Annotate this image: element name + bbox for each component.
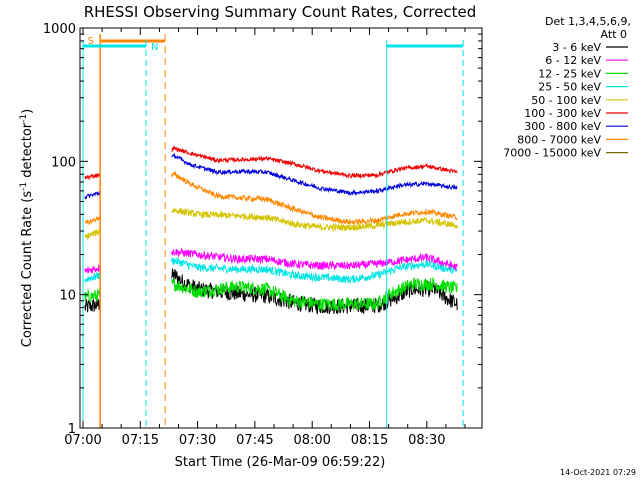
series-line-4 [84,271,101,283]
night-label: N [151,42,158,53]
legend-label: 7000 - 15000 keV [503,147,601,160]
legend-label: 800 - 7000 keV [517,133,601,146]
legend-label: 50 - 100 keV [531,94,601,107]
svg-text:Corrected Count Rate (s-1 dete: Corrected Count Rate (s-1 detector-1) [19,109,35,347]
y-axis-label-main: Corrected Count Rate (s [20,191,35,348]
legend-label: 100 - 300 keV [524,107,601,120]
legend-label: 12 - 25 keV [538,67,601,80]
legend-header-line1: Det 1,3,4,5,6,9, [545,15,631,28]
series-line-8 [171,170,458,226]
series-line-1 [171,268,458,315]
x-tick-label: 07:15 [122,433,159,448]
series-line-2 [84,264,101,274]
chart-title: RHESSI Observing Summary Count Rates, Co… [84,3,477,21]
saa-label: S [88,36,94,47]
plot-frame [79,27,483,429]
x-tick-label: 07:00 [64,433,101,448]
y-tick-label: 10 [59,289,76,304]
y-tick-label: 1 [68,422,76,437]
y-axis-label-mid: detector [20,122,35,182]
y-axis-label-sup1: -1 [19,182,29,191]
marker-layer: SN [82,34,464,428]
y-axis-label-end: ) [20,109,35,114]
x-axis-label: Start Time (26-Mar-09 06:59:22) [175,455,386,470]
series-line-5 [84,228,101,240]
legend-label: 25 - 50 keV [538,81,601,94]
series-line-2 [171,247,458,271]
series-line-5 [171,207,458,232]
series-line-4 [171,257,458,285]
series-line-6 [171,145,458,180]
series-line-7 [84,190,101,200]
series-line-1 [84,296,101,313]
legend-label: 6 - 12 keV [545,54,601,67]
x-tick-label: 07:45 [236,433,273,448]
series-line-6 [84,172,101,181]
plot-area [80,28,482,428]
series-line-8 [84,215,101,225]
y-tick-label: 100 [51,155,76,170]
footer-timestamp: 14-Oct-2021 07:29 [560,468,636,477]
x-tick-label: 08:15 [351,433,388,448]
series-line-7 [171,152,458,197]
legend-header-line2: Att 0 [601,28,627,41]
legend-label: 300 - 800 keV [524,120,601,133]
series-line-3 [171,276,458,312]
y-axis-label-sup2: -1 [19,114,29,123]
legend-label: 3 - 6 keV [552,41,601,54]
data-layer [84,145,458,315]
x-tick-label: 08:00 [293,433,330,448]
y-axis-label: Corrected Count Rate (s-1 detector-1) [19,109,35,347]
x-tick-label: 07:30 [179,433,216,448]
axis-layer: 07:00 07:15 07:30 07:45 08:00 08:15 08:30 1 10 10… [43,22,482,448]
x-tick-label: 08:30 [408,433,445,448]
y-tick-label: 1000 [43,22,76,37]
